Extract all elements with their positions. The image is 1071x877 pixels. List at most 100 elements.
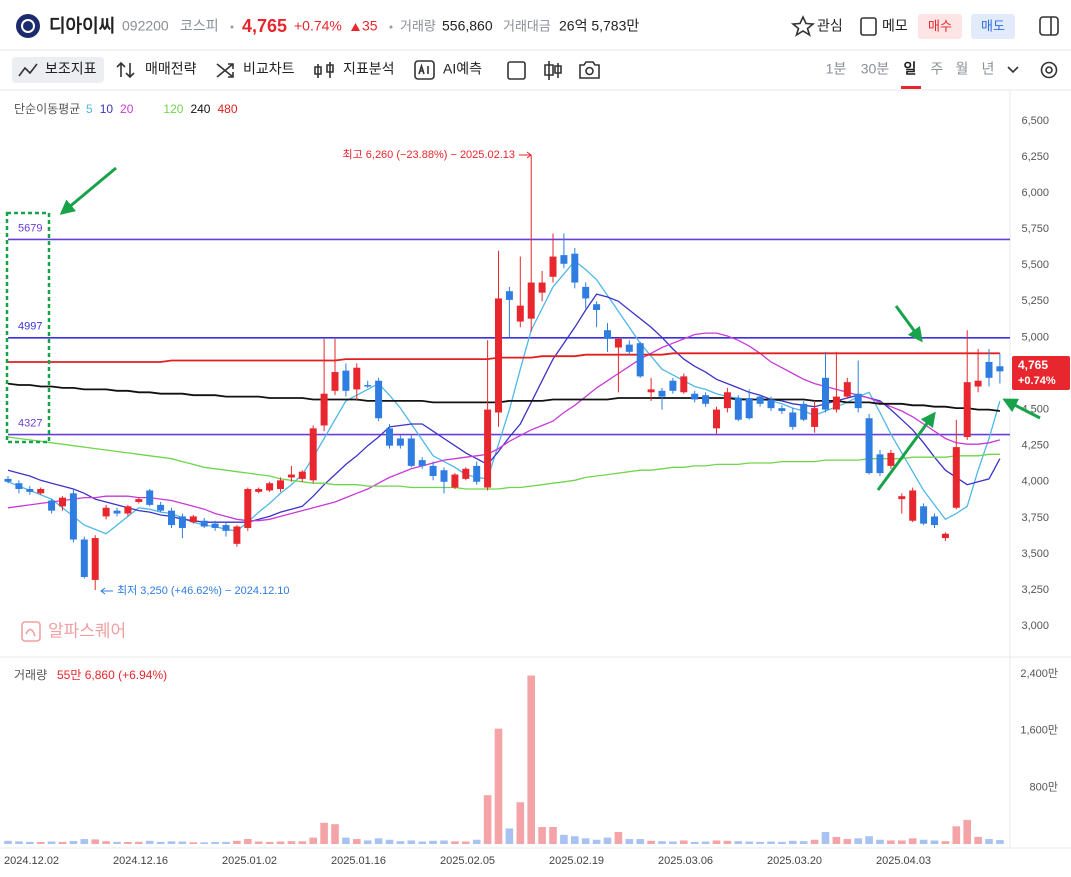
candle-body <box>625 344 633 352</box>
candle-body <box>756 396 764 404</box>
volume-bar <box>342 837 350 844</box>
candle-body <box>898 496 906 500</box>
x-tick-label: 2024.12.02 <box>4 855 59 867</box>
volume-bar <box>832 836 841 844</box>
memo-button[interactable]: 메모 <box>860 17 908 36</box>
volume-bar <box>592 839 601 844</box>
candle-body <box>233 526 241 544</box>
candle-body <box>691 393 699 400</box>
volume-bar <box>941 841 950 844</box>
volume-tick-label: 1,600만 <box>1020 724 1058 737</box>
legend-entry: 240 <box>190 102 210 116</box>
tool[interactable]: AI예측 <box>443 61 482 77</box>
volume-bar <box>472 839 481 844</box>
tool-selected-bg <box>12 57 104 83</box>
volume-bar <box>298 841 307 844</box>
x-tick-label: 2025.02.19 <box>549 855 604 867</box>
candle-body <box>26 488 34 492</box>
volume-label: 거래량 <box>400 18 436 33</box>
volume-bar <box>767 841 775 844</box>
candle-body <box>396 438 404 446</box>
y-tick-label: 3,250 <box>1021 584 1049 596</box>
candle-body <box>320 393 328 426</box>
candle-body <box>767 399 775 409</box>
volume-bar <box>309 837 317 844</box>
tool[interactable]: 매매전략 <box>145 61 197 77</box>
candle-body <box>996 366 1004 372</box>
star-icon <box>790 15 816 37</box>
candle-body <box>789 412 797 427</box>
candle-body <box>865 418 873 474</box>
volume-bar <box>36 842 45 844</box>
camera-lens <box>585 66 594 76</box>
tool[interactable]: 지표분석 <box>343 61 395 77</box>
y-tick-label: 4,250 <box>1021 440 1049 452</box>
candle-body <box>407 438 415 466</box>
volume-bar <box>483 795 492 844</box>
watermark: 알파스퀘어 <box>48 621 126 640</box>
volume-bar <box>658 841 666 844</box>
volume-bar <box>756 841 764 844</box>
y-tick-label: 6,000 <box>1021 187 1049 199</box>
period-selected[interactable]: 일 <box>904 61 917 77</box>
candle-body <box>80 539 88 578</box>
buy-label[interactable]: 매수 <box>928 18 952 33</box>
volume-bar <box>985 839 993 844</box>
sell-label[interactable]: 매도 <box>981 18 1005 33</box>
volume-bar <box>145 840 154 844</box>
candle-body <box>713 409 720 429</box>
volume-bar <box>723 840 732 844</box>
volume-bar <box>876 839 884 844</box>
camera-tool[interactable] <box>579 61 600 79</box>
tool[interactable]: 비교차트 <box>243 61 295 77</box>
volume-bar <box>701 841 710 844</box>
candle-body <box>963 382 971 438</box>
candle-body <box>538 282 546 293</box>
panel-toggle[interactable] <box>1039 16 1059 36</box>
amount-label: 거래대금 <box>503 18 551 33</box>
candle-body <box>952 447 960 508</box>
high-annotation: 최고 6,260 (−23.88%) − 2025.02.13 <box>342 148 515 161</box>
tool-icon <box>314 62 334 78</box>
volume-bar <box>734 841 743 844</box>
period[interactable]: 30분 <box>861 61 890 77</box>
settings[interactable] <box>1040 61 1058 79</box>
volume-bar <box>887 840 895 844</box>
volume-bar <box>80 839 89 844</box>
period[interactable]: 1분 <box>826 61 847 77</box>
draw-tool[interactable] <box>507 61 526 80</box>
volume-bar <box>429 840 437 844</box>
candle-body <box>702 395 710 404</box>
watch-button[interactable]: 관심 <box>790 15 843 37</box>
candle-tool[interactable] <box>544 61 562 80</box>
tool[interactable]: 보조지표 <box>45 61 97 77</box>
action-label[interactable]: 관심 <box>817 18 843 34</box>
buy-button[interactable] <box>918 14 962 39</box>
candle-body <box>985 361 993 378</box>
annotation-arrow <box>894 305 923 343</box>
volume-bar <box>440 840 448 844</box>
ma-line <box>7 332 1001 522</box>
volume-bar <box>919 839 928 844</box>
volume-bar <box>396 841 405 844</box>
period-dropdown[interactable] <box>1007 66 1019 74</box>
highlight-box <box>5 211 51 444</box>
period[interactable]: 년 <box>982 61 995 77</box>
legend: 5 10 20 120 240 480 <box>86 102 238 116</box>
sell-button[interactable] <box>971 14 1015 39</box>
candle-body <box>527 282 535 319</box>
action-label[interactable]: 메모 <box>882 18 908 34</box>
candle-body <box>920 506 928 524</box>
low-annotation: 최저 3,250 (+46.62%) − 2024.12.10 <box>117 584 290 597</box>
volume-bar <box>745 841 753 844</box>
legend-entry: 20 <box>120 102 134 116</box>
candle-body <box>168 510 175 526</box>
y-tick-label: 5,250 <box>1021 295 1049 307</box>
period[interactable]: 월 <box>956 61 969 77</box>
period[interactable]: 주 <box>931 61 944 77</box>
x-tick-label: 2025.02.05 <box>440 855 495 867</box>
volume-bar <box>571 836 579 844</box>
candle-body <box>91 538 99 580</box>
x-tick-label: 2025.03.06 <box>658 855 713 867</box>
volume-bar <box>385 839 394 844</box>
